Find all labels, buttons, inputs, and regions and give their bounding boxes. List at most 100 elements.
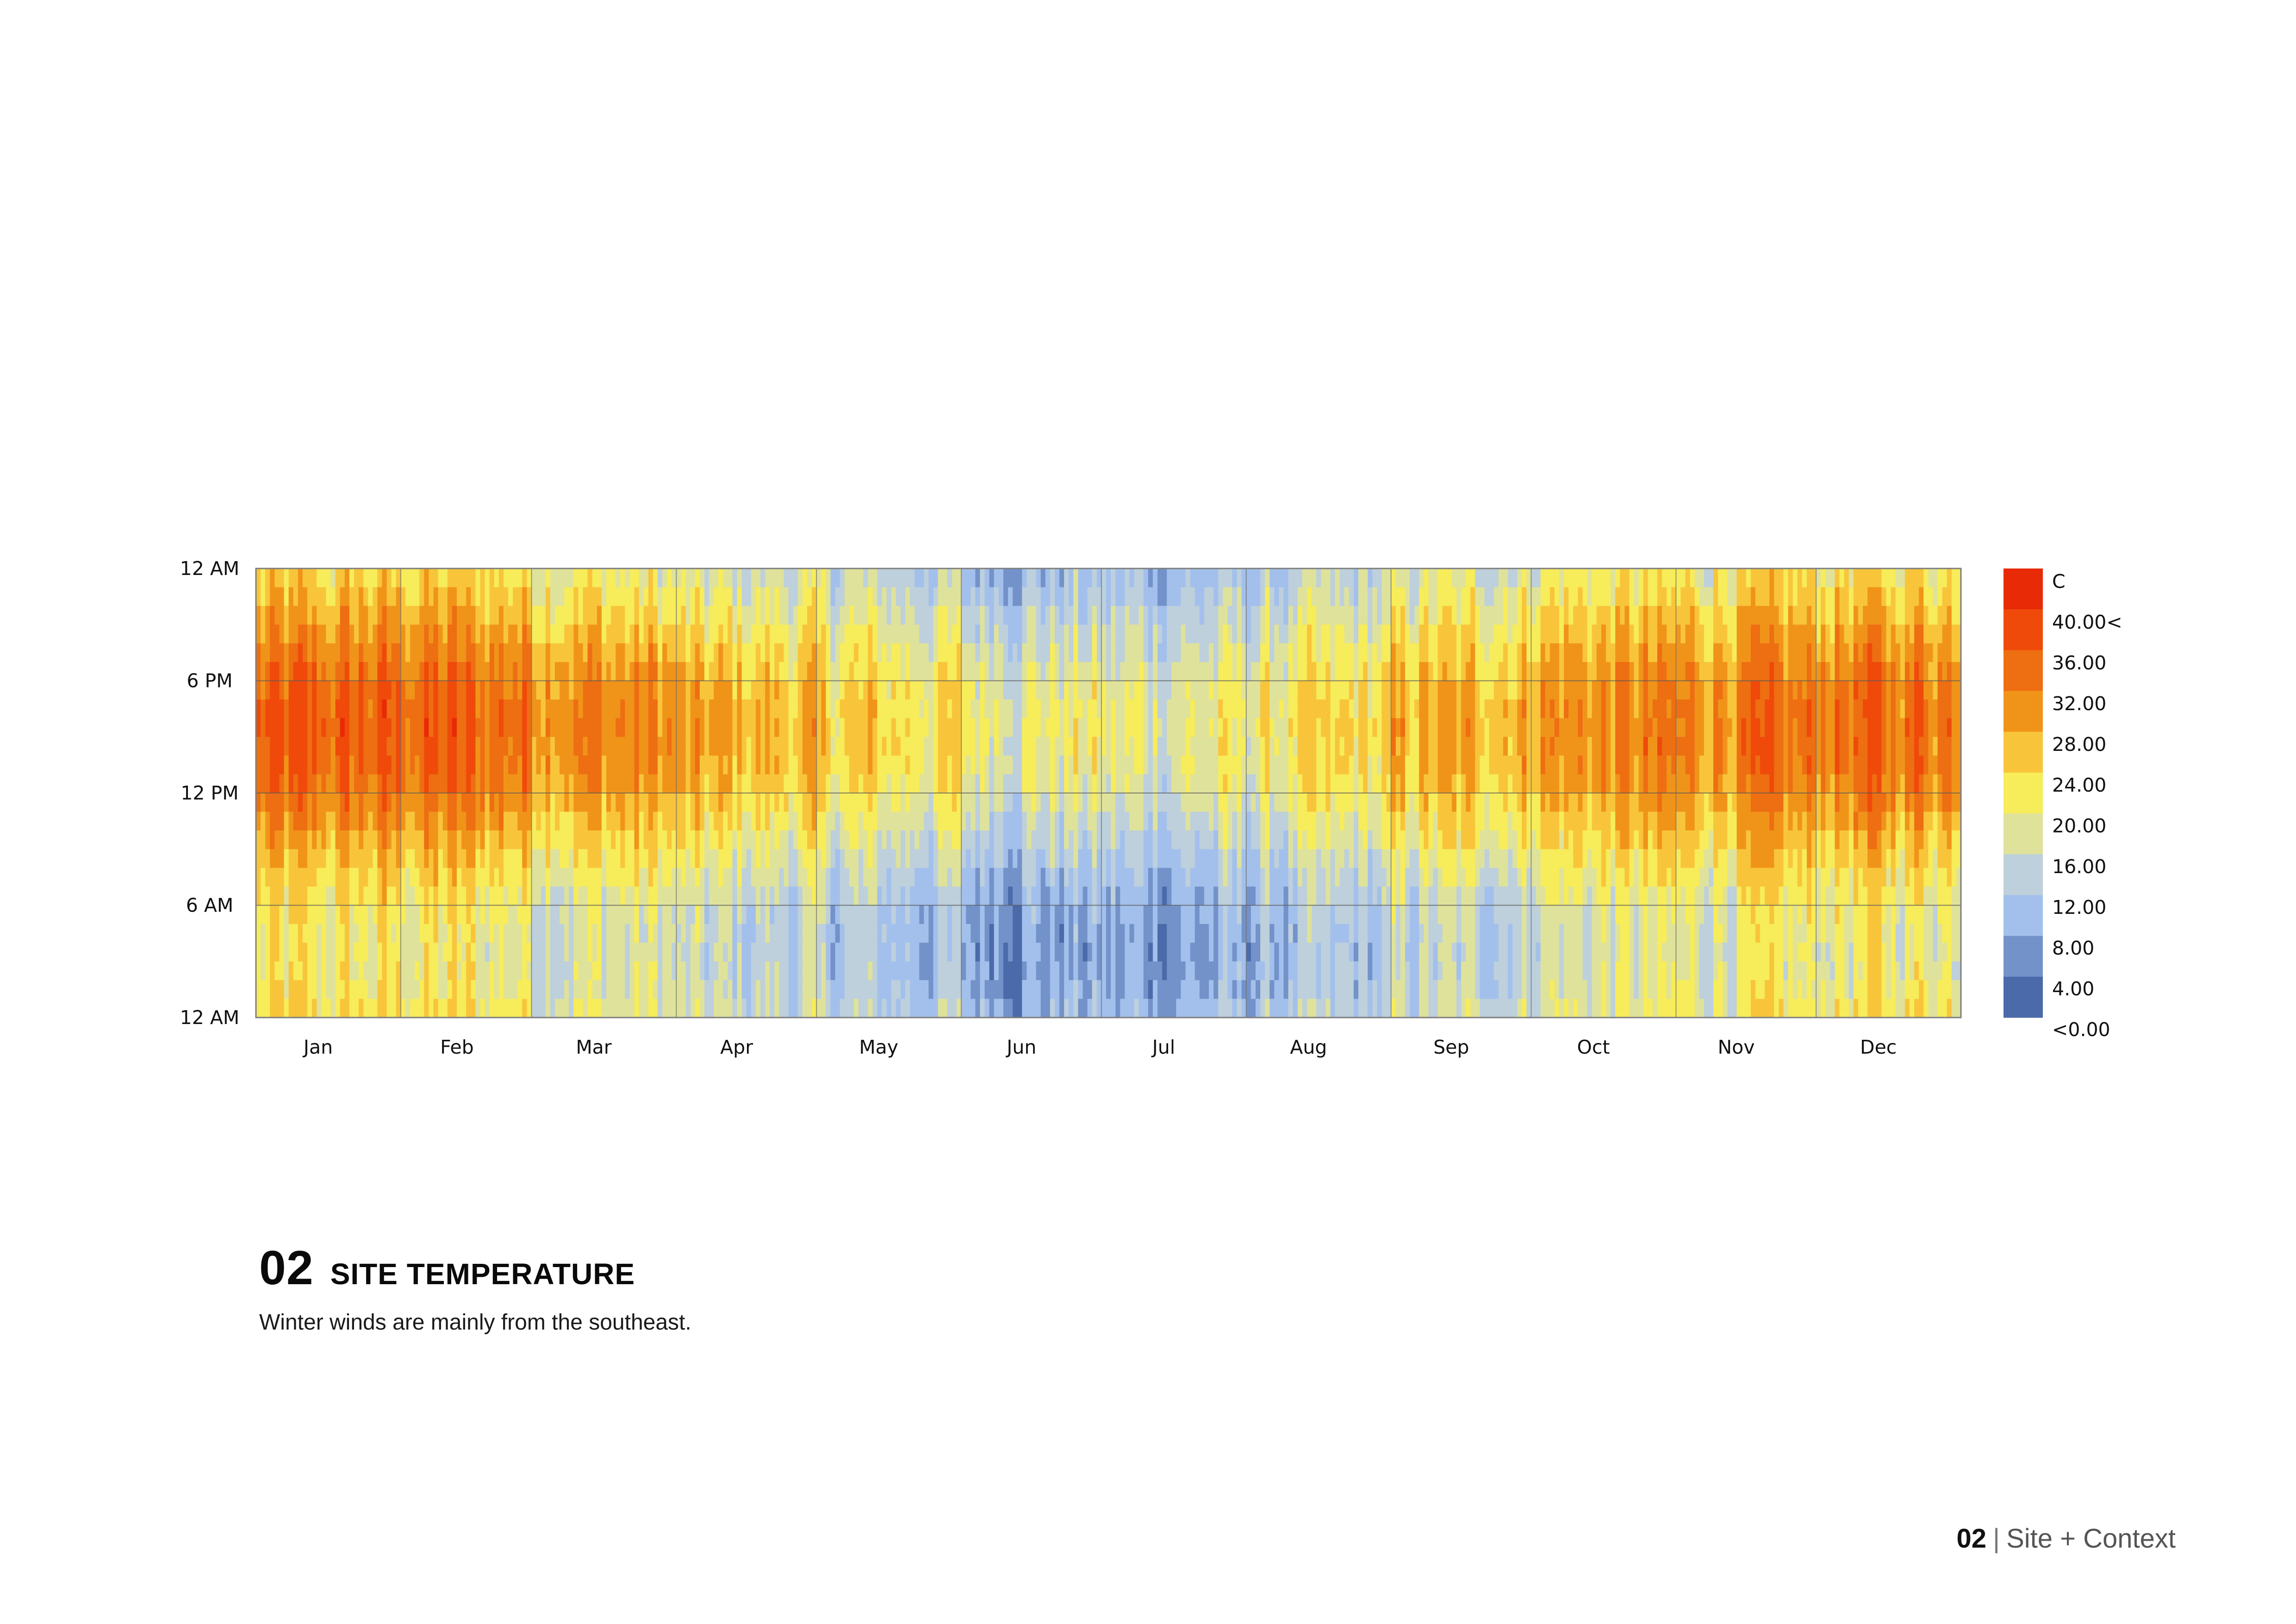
heatmap-cell [639, 699, 644, 718]
heatmap-cell [994, 849, 999, 868]
heatmap-cell [629, 737, 635, 756]
heatmap-cell [480, 868, 485, 887]
heatmap-cell [625, 961, 630, 981]
heatmap-cell [1017, 774, 1022, 793]
heatmap-cell [924, 980, 929, 999]
heatmap-cell [634, 999, 640, 1018]
heatmap-cell [564, 980, 569, 999]
heatmap-cell [1045, 943, 1051, 962]
heatmap-cell [924, 737, 929, 756]
heatmap-cell [980, 961, 985, 981]
heatmap-cell [919, 812, 924, 831]
heatmap-cell [765, 943, 770, 962]
heatmap-cell [1148, 887, 1153, 906]
heatmap-cell [1218, 961, 1223, 981]
heatmap-cell [457, 980, 462, 999]
heatmap-cell [354, 793, 359, 812]
heatmap-cell [1069, 568, 1074, 588]
heatmap-cell [886, 699, 892, 718]
heatmap-cell [256, 643, 261, 662]
heatmap-cell [597, 568, 602, 588]
heatmap-cell [1129, 699, 1135, 718]
heatmap-cell [1171, 756, 1176, 775]
heatmap-cell [905, 662, 910, 681]
heatmap-cell [714, 887, 719, 906]
heatmap-cell [279, 662, 285, 681]
heatmap-cell [1073, 868, 1078, 887]
heatmap-cell [1083, 756, 1088, 775]
heatmap-cell [971, 943, 976, 962]
heatmap-cell [737, 662, 742, 681]
heatmap-cell [368, 774, 373, 793]
heatmap-cell [807, 699, 812, 718]
heatmap-cell [508, 699, 513, 718]
heatmap-cell [956, 887, 962, 906]
heatmap-cell [391, 643, 397, 662]
heatmap-cell [653, 943, 658, 962]
heatmap-cell [1199, 587, 1205, 606]
heatmap-cell [741, 905, 747, 924]
heatmap-cell [779, 568, 784, 588]
heatmap-cell [368, 681, 373, 700]
heatmap-cell [746, 756, 752, 775]
heatmap-cell [611, 662, 616, 681]
heatmap-cell [578, 793, 584, 812]
heatmap-cell [373, 980, 378, 999]
heatmap-cell [947, 568, 952, 588]
heatmap-cell [508, 812, 513, 831]
heatmap-cell [302, 999, 308, 1018]
heatmap-cell [363, 718, 368, 737]
heatmap-cell [714, 606, 719, 625]
heatmap-cell [1003, 887, 1008, 906]
heatmap-cell [573, 756, 579, 775]
heatmap-cell [737, 793, 742, 812]
heatmap-cell [536, 961, 541, 981]
heatmap-cell [377, 887, 383, 906]
heatmap-cell [835, 606, 840, 625]
heatmap-cell [359, 868, 364, 887]
heatmap-cell [1036, 718, 1041, 737]
heatmap-cell [1040, 568, 1046, 588]
heatmap-cell [288, 568, 294, 588]
heatmap-cell [998, 999, 1004, 1018]
heatmap-cell [784, 568, 789, 588]
heatmap-cell [919, 887, 924, 906]
heatmap-cell [863, 943, 868, 962]
heatmap-cell [363, 625, 368, 644]
heatmap-cell [429, 961, 434, 981]
heatmap-cell [994, 943, 999, 962]
heatmap-cell [998, 830, 1004, 849]
heatmap-cell [616, 681, 621, 700]
heatmap-cell [1185, 568, 1191, 588]
heatmap-cell [1064, 625, 1069, 644]
heatmap-cell [975, 774, 981, 793]
heatmap-cell [924, 812, 929, 831]
heatmap-cell [910, 756, 915, 775]
heatmap-cell [452, 830, 457, 849]
heatmap-cell [284, 625, 289, 644]
heatmap-cell [288, 774, 294, 793]
heatmap-cell [620, 606, 625, 625]
heatmap-cell [447, 699, 453, 718]
heatmap-cell [1218, 718, 1223, 737]
heatmap-cell [853, 943, 859, 962]
heatmap-cell [461, 943, 467, 962]
heatmap-cell [956, 868, 962, 887]
heatmap-cell [784, 737, 789, 756]
heatmap-cell [1213, 774, 1219, 793]
heatmap-cell [400, 961, 406, 981]
heatmap-cell [704, 643, 709, 662]
heatmap-cell [947, 737, 952, 756]
heatmap-cell [826, 606, 831, 625]
heatmap-cell [760, 699, 765, 718]
heatmap-cell [1083, 587, 1088, 606]
heatmap-cell [956, 793, 962, 812]
heatmap-cell [765, 812, 770, 831]
heatmap-cell [307, 625, 312, 644]
heatmap-cell [1129, 662, 1135, 681]
heatmap-cell [709, 587, 714, 606]
heatmap-cell [915, 999, 920, 1018]
heatmap-cell [330, 662, 336, 681]
heatmap-cell [751, 699, 756, 718]
heatmap-cell [994, 961, 999, 981]
